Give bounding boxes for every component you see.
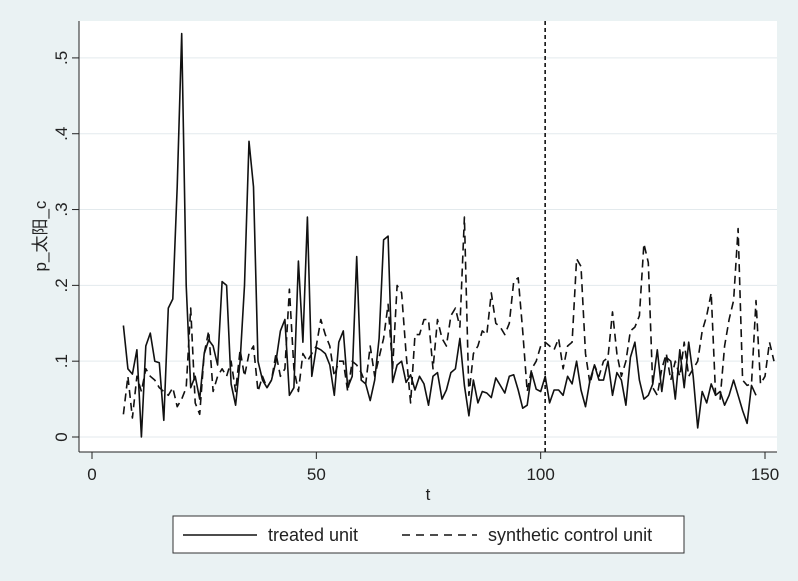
x-tick-label: 0 [87,465,96,484]
ticks: 0 .1 .2 .3 .4 .5 0 50 100 150 [52,51,779,484]
y-axis-title: p_太阳_c [31,200,50,271]
y-tick-label: .5 [52,51,71,65]
x-axis-title: t [426,485,431,504]
legend-label-treated-unit: treated unit [268,525,358,545]
y-tick-label: .1 [52,354,71,368]
grid-lines [79,57,777,438]
legend: treated unit synthetic control unit [172,515,685,554]
series [122,32,775,438]
y-tick-label: .3 [52,202,71,216]
y-tick-label: .4 [52,127,71,141]
x-tick-label: 150 [751,465,779,484]
axes [78,21,777,453]
y-tick-label: .2 [52,278,71,292]
legend-box [172,515,685,554]
series-line-synthetic-control-unit [122,216,775,419]
x-tick-label: 100 [526,465,554,484]
legend-label-synthetic-control-unit: synthetic control unit [488,525,652,545]
series-line-treated-unit [122,32,757,438]
y-tick-label: 0 [52,432,71,441]
plot-area [79,21,777,452]
x-tick-label: 50 [307,465,326,484]
